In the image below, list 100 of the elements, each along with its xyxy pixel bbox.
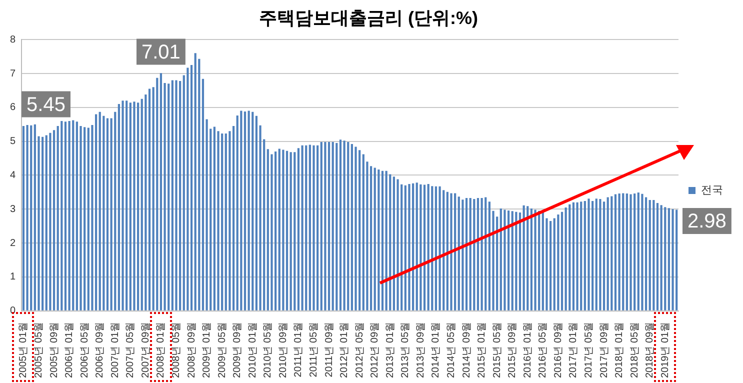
bar [332,142,334,310]
bar [160,73,162,310]
bar [476,198,480,310]
x-tick-label: 2006년 09월 [94,322,106,378]
bar [564,207,567,310]
annotation: 5.45 [26,94,66,116]
x-tick-label: 2014년 05월 [446,322,457,378]
x-tick-label: 2010년 01월 [247,322,258,378]
chart-title: 주택담보대출금리 (단위:%) [259,8,478,28]
bar [664,207,666,310]
bar [140,98,143,310]
bar [350,144,353,310]
x-tick-label: 2018년 01월 [614,322,626,378]
bar [389,174,392,310]
bar [385,170,388,310]
x-tick-label: 2011년 01월 [293,322,304,378]
bar [550,221,552,310]
bar [378,169,380,310]
bar [232,126,235,310]
x-tick-label: 2007년 05월 [125,322,136,378]
x-tick-label: 2009년 09월 [232,322,244,378]
bar [45,135,48,310]
x-tick-label: 2008년 09월 [186,322,198,378]
bar [278,148,280,310]
bar [454,193,456,310]
bar [133,102,136,310]
x-tick-label: 2008년 05월 [171,322,182,378]
bar [538,210,540,310]
x-tick-label: 2017년 01월 [568,322,580,378]
bar [244,111,246,310]
bar [515,212,518,310]
x-tick-label: 2011년 09월 [324,322,335,378]
bar [76,122,78,310]
bar [484,197,487,310]
bar [305,145,308,310]
bar [137,102,140,310]
bar [336,143,338,310]
bar [560,212,564,310]
y-tick-label: 1 [10,272,16,283]
bar [416,182,418,310]
bar [656,203,659,310]
x-tick-label: 2012년 01월 [339,322,350,378]
bar [126,100,128,310]
bar [676,210,678,310]
x-tick-label: 2010년 09월 [278,322,289,378]
bar [634,194,636,310]
bar [606,197,609,310]
bar [297,148,300,310]
bar [526,206,529,310]
bar [626,194,628,310]
bar [420,184,422,310]
bar [652,200,655,310]
x-tick-label: 2013년 05월 [400,322,412,378]
bar [622,193,624,310]
bar [87,128,90,310]
y-tick-label: 3 [10,204,16,215]
bar [592,200,594,310]
bar [588,198,590,310]
bar [488,202,490,310]
bar [446,192,448,310]
bar [118,104,120,310]
bar [450,193,452,310]
x-tick-label: 2011년 05월 [308,322,320,378]
bar [316,145,319,310]
bar [252,112,254,310]
bar [312,145,315,310]
x-tick-label: 2015년 09월 [507,322,518,378]
x-tick-label: 2010년 05월 [262,322,274,378]
bar [630,194,632,310]
bar [64,122,67,310]
bar [668,208,670,310]
bar [179,80,182,310]
bar [618,194,620,310]
text: 2.98 [688,210,726,233]
bar [320,142,322,310]
bar [102,116,105,310]
bar [324,142,326,310]
bar [412,183,414,310]
bar [576,202,578,310]
bar [282,150,284,310]
bar [431,186,434,310]
bar [610,196,613,310]
bar [438,186,441,310]
y-tick-label: 4 [10,170,16,181]
bar [522,205,525,310]
bar [248,110,250,310]
x-tick-label: 2005년 01월 [18,322,30,378]
bar [347,142,350,310]
bar [396,179,399,310]
y-tick-label: 5 [10,136,16,148]
bar [240,110,242,310]
x-tick-label: 2006년 01월 [64,322,76,378]
bar [175,80,178,310]
bar [171,80,174,310]
x-tick-label: 2009년 01월 [202,322,213,378]
x-tick-label: 2005년 05월 [34,322,44,378]
bar [469,198,472,310]
y-tick-label: 8 [10,34,16,46]
bar [122,100,124,310]
bar [404,185,406,310]
